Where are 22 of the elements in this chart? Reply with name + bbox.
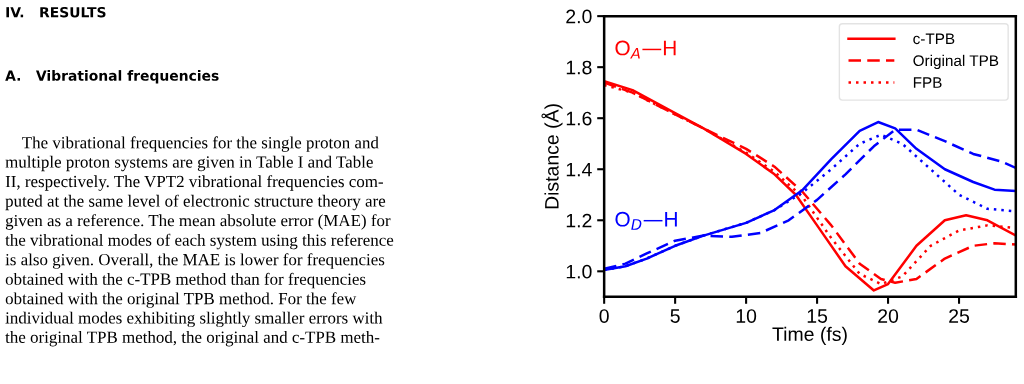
annotation: O$_{D}$—H <box>615 211 677 230</box>
y-axis-title: Distance (Å) <box>541 104 563 209</box>
y-tick-label: 1.6 <box>566 111 592 126</box>
y-tick-label: 2.0 <box>566 9 592 24</box>
text: The vibrational frequencies for the single proton and multiple proton systems are given in Table I and Table II, respectively. The VPT2 vibrational frequencies com- puted at the same level of electronic structure theory are given as a reference. The mean absolute error (MAE) for the vibrational modes of each system using this reference is also given. Overall, the MAE is lower for frequencies obtained with the c-TPB method than for frequencies obtained with the original TPB method. For the few individual modes exhibiting slightly smaller errors with the original TPB method, the original and c-TPB meth- <box>5 136 394 347</box>
y-tick-label: 1.4 <box>566 162 592 177</box>
x-tick-label: 20 <box>878 309 899 323</box>
legend-label: Original TPB <box>913 54 999 70</box>
y-tick-label: 1.8 <box>566 60 592 75</box>
x-tick-label: 5 <box>670 309 680 323</box>
x-tick-label: 0 <box>599 309 609 323</box>
text: IV. RESULTS <box>6 6 106 18</box>
y-tick-label: 1.0 <box>566 264 592 279</box>
annotation: O$_{A}$—H <box>615 40 676 59</box>
x-tick-label: 25 <box>949 309 970 323</box>
legend-label: FPB <box>913 77 942 88</box>
x-axis-title: Time (fs) <box>772 326 847 345</box>
legend-label: c-TPB <box>913 33 955 45</box>
y-tick-label: 1.2 <box>566 213 592 228</box>
x-tick-label: 10 <box>736 309 757 323</box>
x-tick-label: 15 <box>807 309 828 323</box>
text: A. Vibrational frequencies <box>5 70 219 84</box>
